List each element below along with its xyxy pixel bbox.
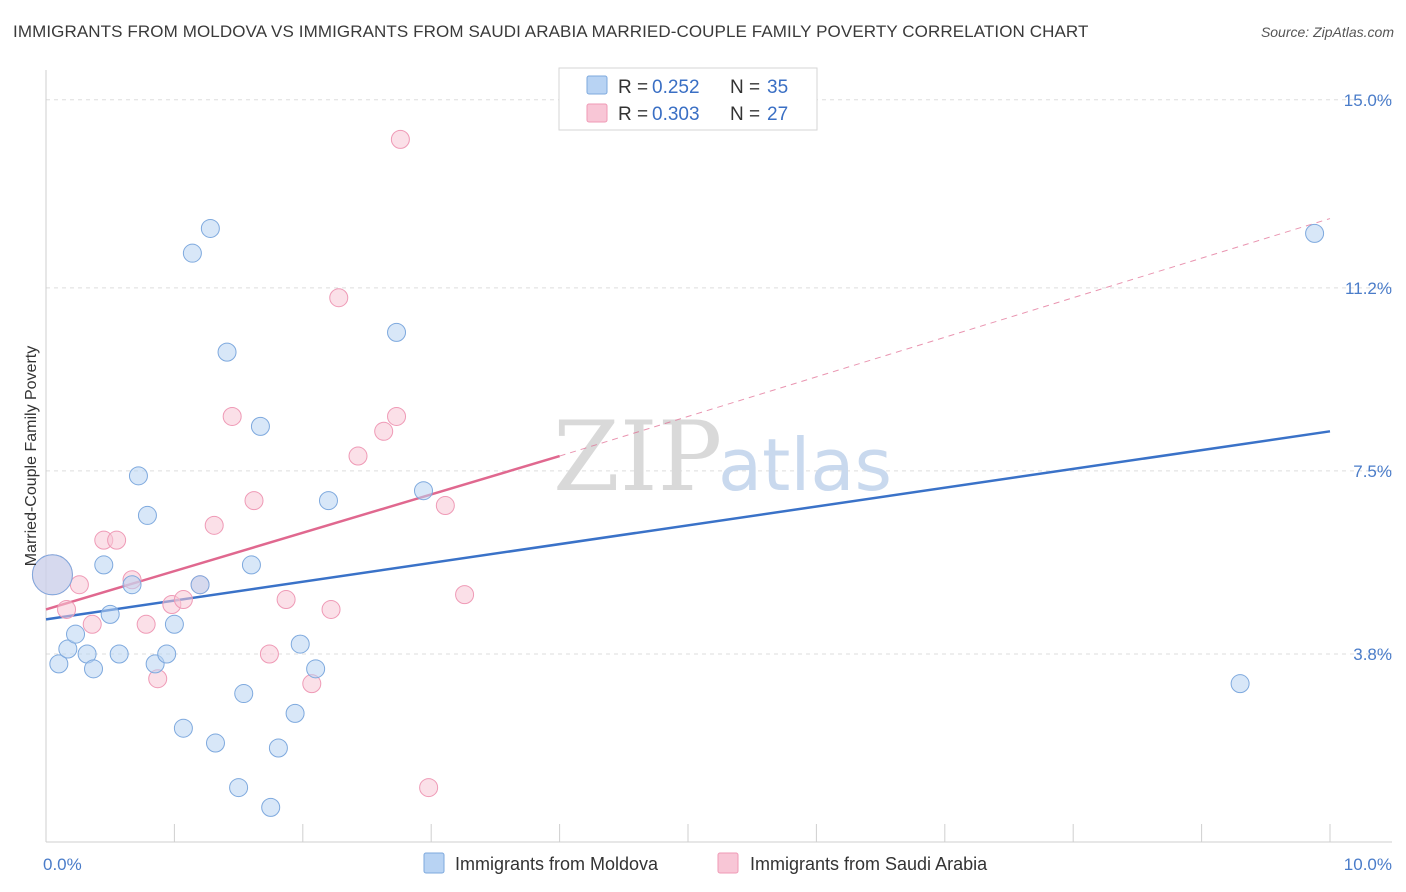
- y-tick-label-2: 11.2%: [1345, 279, 1392, 298]
- point-saudi-21: [374, 421, 394, 441]
- point-moldova-0: [31, 554, 73, 596]
- point-moldova-26: [268, 738, 288, 758]
- point-moldova-15: [173, 718, 193, 738]
- point-moldova-10: [128, 466, 148, 486]
- y-tick-label-3: 15.0%: [1344, 91, 1392, 110]
- point-saudi-20: [348, 446, 368, 466]
- legend-n-value-saudi: 27: [767, 104, 788, 125]
- point-moldova-13: [157, 644, 177, 664]
- point-moldova-16: [182, 243, 202, 263]
- legend-r-value-moldova: 0.252: [652, 77, 700, 98]
- point-moldova-5: [84, 659, 104, 679]
- y-tick-label-1: 7.5%: [1353, 462, 1392, 481]
- point-moldova-9: [122, 575, 142, 595]
- point-moldova-11: [137, 505, 157, 525]
- legend: R = 0.252 N = 35 R = 0.303 N = 27: [558, 67, 818, 131]
- chart-title: IMMIGRANTS FROM MOLDOVA VS IMMIGRANTS FR…: [13, 22, 1089, 41]
- bottom-legend-label-saudi: Immigrants from Saudi Arabia: [750, 854, 988, 874]
- point-moldova-2: [58, 639, 78, 659]
- point-moldova-33: [1230, 674, 1250, 694]
- legend-swatch-moldova: [586, 75, 608, 95]
- point-moldova-19: [205, 733, 225, 753]
- point-saudi-24: [419, 778, 439, 798]
- source-label: Source: ZipAtlas.com: [1260, 24, 1394, 40]
- legend-swatch-saudi: [586, 103, 608, 123]
- point-moldova-22: [234, 684, 254, 704]
- bottom-legend-swatch-saudi: [717, 852, 739, 874]
- point-moldova-23: [241, 555, 261, 575]
- point-saudi-1: [57, 599, 77, 619]
- legend-r-label-saudi: R =: [618, 104, 648, 125]
- point-moldova-31: [387, 322, 407, 342]
- y-tick-label-0: 3.8%: [1353, 645, 1392, 664]
- point-saudi-18: [321, 599, 341, 619]
- y-tick-labels: 3.8% 7.5% 11.2% 15.0%: [1344, 91, 1392, 664]
- point-saudi-22: [387, 406, 407, 426]
- point-saudi-12: [204, 515, 224, 535]
- legend-n-value-moldova: 35: [767, 77, 788, 98]
- point-moldova-28: [290, 634, 310, 654]
- point-moldova-1: [49, 654, 69, 674]
- point-saudi-5: [107, 530, 127, 550]
- point-saudi-10: [173, 590, 193, 610]
- point-saudi-26: [455, 585, 475, 605]
- point-moldova-20: [217, 342, 237, 362]
- bottom-legend-label-moldova: Immigrants from Moldova: [455, 854, 659, 874]
- point-moldova-27: [285, 703, 305, 723]
- point-saudi-3: [82, 614, 102, 634]
- y-axis-label: Married-Couple Family Poverty: [23, 346, 40, 567]
- x-tick-label-0: 0.0%: [43, 855, 82, 874]
- point-saudi-14: [244, 491, 264, 511]
- x-tick-labels: 0.0% 10.0%: [43, 855, 1392, 874]
- point-moldova-34: [1305, 223, 1325, 243]
- point-moldova-24: [250, 416, 270, 436]
- point-saudi-23: [390, 129, 410, 149]
- point-moldova-29: [306, 659, 326, 679]
- point-moldova-17: [190, 575, 210, 595]
- legend-r-label-moldova: R =: [618, 77, 648, 98]
- trend-extension-saudi: [559, 218, 1331, 457]
- point-moldova-14: [164, 614, 184, 634]
- legend-n-label-moldova: N =: [730, 77, 760, 98]
- point-saudi-15: [259, 644, 279, 664]
- point-moldova-32: [413, 481, 433, 501]
- point-moldova-25: [261, 797, 281, 817]
- point-moldova-21: [229, 778, 249, 798]
- point-saudi-19: [329, 288, 349, 308]
- point-moldova-3: [66, 624, 86, 644]
- point-saudi-7: [136, 614, 156, 634]
- point-moldova-8: [109, 644, 129, 664]
- bottom-legend: Immigrants from Moldova Immigrants from …: [423, 852, 988, 874]
- point-saudi-16: [276, 590, 296, 610]
- data-points: [31, 129, 1325, 817]
- watermark-atlas: atlas: [718, 423, 892, 507]
- point-moldova-18: [200, 218, 220, 238]
- watermark-zip: ZIP: [553, 401, 722, 513]
- point-saudi-2: [69, 575, 89, 595]
- point-saudi-13: [222, 406, 242, 426]
- point-moldova-30: [318, 491, 338, 511]
- x-tick-label-1: 10.0%: [1344, 855, 1392, 874]
- legend-r-value-saudi: 0.303: [652, 104, 700, 125]
- axes: [45, 70, 1392, 843]
- point-saudi-25: [435, 496, 455, 516]
- bottom-legend-swatch-moldova: [423, 852, 445, 874]
- trend-line-moldova: [45, 430, 1331, 621]
- point-moldova-7: [94, 555, 114, 575]
- legend-n-label-saudi: N =: [730, 104, 760, 125]
- point-moldova-6: [100, 604, 120, 624]
